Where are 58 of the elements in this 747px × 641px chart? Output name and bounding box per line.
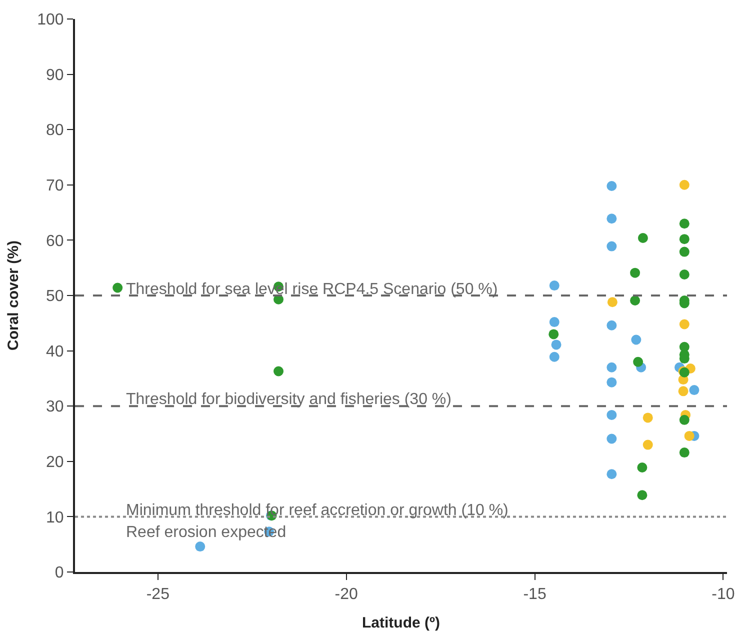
y-tick-label: 30 xyxy=(46,398,64,416)
point xyxy=(606,241,617,252)
point xyxy=(679,234,690,244)
point xyxy=(679,218,690,229)
point xyxy=(679,448,690,458)
point xyxy=(679,414,690,425)
point xyxy=(548,329,559,340)
point xyxy=(679,319,690,330)
point xyxy=(606,410,617,420)
ref-line-label: Minimum threshold for reef accretion or growth (10 %) xyxy=(126,502,508,519)
ref-line-label: Threshold for sea level rise RCP4.5 Scenario (50 %) xyxy=(126,281,498,298)
point xyxy=(549,352,560,362)
point xyxy=(642,412,653,423)
y-tick-label: 100 xyxy=(37,12,64,29)
point xyxy=(633,356,644,367)
point xyxy=(606,377,617,388)
y-tick-label: 50 xyxy=(46,288,64,306)
point xyxy=(678,386,688,396)
y-tick-label: 10 xyxy=(46,509,64,526)
point xyxy=(679,269,690,280)
x-tick-label: -25 xyxy=(146,586,170,604)
point xyxy=(637,490,648,500)
point xyxy=(606,362,617,372)
y-tick-label: 90 xyxy=(46,66,64,84)
y-axis-title: Coral cover (%) xyxy=(4,240,22,351)
point xyxy=(642,440,653,450)
point xyxy=(630,295,640,306)
point xyxy=(689,385,700,396)
x-tick-label: -10 xyxy=(712,586,735,604)
point xyxy=(631,334,642,345)
point xyxy=(606,434,617,444)
x-tick-label: -15 xyxy=(523,586,546,604)
point xyxy=(684,430,694,441)
ref-line-label: Threshold for biodiversity and fisheries (30 %) xyxy=(126,391,452,408)
x-axis-title: Latitude (º) xyxy=(362,614,440,632)
y-tick-label: 80 xyxy=(46,122,64,140)
point xyxy=(630,268,640,278)
point xyxy=(679,180,690,190)
y-tick-label: 70 xyxy=(46,178,64,194)
point xyxy=(606,320,617,330)
point xyxy=(195,542,206,552)
point xyxy=(679,246,690,257)
point xyxy=(274,366,284,376)
point xyxy=(606,181,617,192)
y-tick-label: 40 xyxy=(46,343,64,360)
point xyxy=(607,297,618,308)
point xyxy=(551,340,562,350)
point xyxy=(606,469,617,480)
point xyxy=(638,232,648,243)
point xyxy=(549,280,560,291)
point xyxy=(549,317,560,328)
y-tick-label: 60 xyxy=(46,232,64,250)
point xyxy=(637,462,648,472)
y-tick-label: 0 xyxy=(54,564,64,582)
point xyxy=(112,282,123,293)
x-tick-label: -20 xyxy=(334,586,358,604)
point xyxy=(606,214,617,224)
y-tick-label: 20 xyxy=(46,454,64,471)
